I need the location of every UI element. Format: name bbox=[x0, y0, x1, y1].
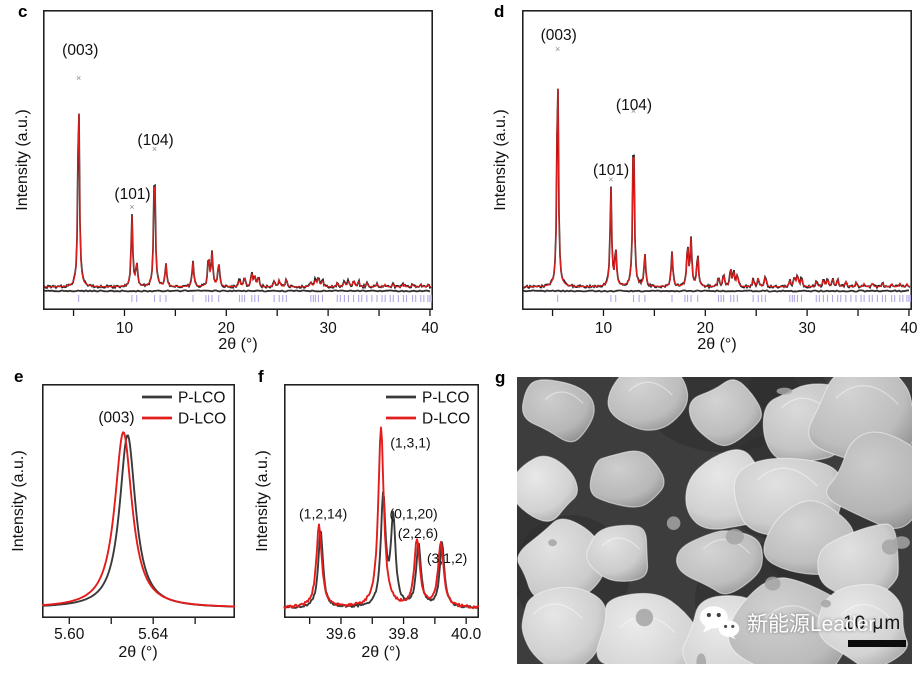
sem-particle-debris bbox=[725, 528, 744, 545]
panel-label-e: e bbox=[14, 367, 24, 386]
peak-label: (003) bbox=[62, 42, 98, 59]
sem-particle bbox=[517, 455, 578, 522]
peak-label: (101) bbox=[114, 186, 150, 203]
panel-label-c: c bbox=[18, 2, 28, 21]
scale-bar-label: 10 μm bbox=[843, 613, 902, 634]
sem-particle-debris bbox=[893, 536, 910, 549]
panel-f-y-axis-label: Intensity (a.u.) bbox=[254, 450, 271, 552]
sem-particle bbox=[675, 530, 764, 595]
sem-particle bbox=[589, 450, 665, 508]
legend-label-D-LCO: D-LCO bbox=[178, 411, 226, 428]
panel-c-x-axis-label: 2θ (°) bbox=[218, 336, 258, 353]
peak-label: (1,2,14) bbox=[299, 506, 347, 522]
difference-curve bbox=[522, 289, 910, 293]
series-curve-D-LCO bbox=[283, 426, 479, 610]
peak-label: (104) bbox=[616, 97, 652, 114]
difference-curve bbox=[43, 289, 431, 293]
observed-marker: × bbox=[631, 106, 636, 116]
x-tick-label: 5.64 bbox=[138, 626, 169, 643]
x-tick-label: 39.8 bbox=[388, 626, 418, 643]
sem-particle bbox=[585, 524, 649, 582]
watermark: 新能源Leader bbox=[699, 605, 875, 641]
observed-marker: × bbox=[129, 202, 134, 212]
peak-label: (2,2,6) bbox=[398, 525, 438, 541]
sem-particle-debris bbox=[776, 387, 793, 395]
panel-e-zoom-plot: 5.60 5.64 P-LCO D-LCO (003) bbox=[42, 384, 236, 643]
x-tick-label: 40 bbox=[421, 320, 439, 337]
x-tick-label: 40.0 bbox=[451, 626, 482, 643]
panel-c-xrd-plot: 10 20 30 40 × × × (003) (101) (104) bbox=[43, 10, 439, 337]
peak-label: (0,1,20) bbox=[389, 506, 437, 522]
peak-label: (1,3,1) bbox=[390, 435, 430, 451]
x-tick-label: 39.6 bbox=[326, 626, 356, 643]
scale-bar bbox=[848, 640, 906, 647]
observed-marker: × bbox=[152, 144, 157, 154]
sem-particle bbox=[688, 379, 762, 447]
panel-f-x-axis-label: 2θ (°) bbox=[361, 644, 401, 661]
x-tick-label: 30 bbox=[319, 320, 337, 337]
sem-particle bbox=[521, 379, 595, 443]
sem-particle-debris bbox=[548, 539, 557, 547]
panel-e-y-axis-label: Intensity (a.u.) bbox=[10, 450, 27, 552]
panel-d-y-axis-label: Intensity (a.u.) bbox=[492, 109, 509, 211]
sem-particle bbox=[826, 431, 912, 529]
observed-marker: × bbox=[555, 44, 560, 54]
x-tick-label: 20 bbox=[218, 320, 236, 337]
x-tick-label: 40 bbox=[900, 320, 918, 337]
panel-label-f: f bbox=[258, 367, 264, 386]
sem-particle-debris bbox=[820, 599, 831, 608]
observed-marker: × bbox=[608, 175, 613, 185]
plot-frame bbox=[43, 10, 433, 310]
observed-marker: × bbox=[76, 73, 81, 83]
panel-c-y-axis-label: Intensity (a.u.) bbox=[14, 109, 31, 211]
panel-g-sem-image: 10 μm 新能源Leader bbox=[517, 377, 912, 664]
sem-particle bbox=[607, 377, 689, 431]
peak-label: (101) bbox=[593, 162, 629, 179]
panel-label-d: d bbox=[494, 2, 505, 21]
legend-label-P-LCO: P-LCO bbox=[422, 390, 469, 407]
x-tick-label: 5.60 bbox=[54, 626, 85, 643]
sem-particle bbox=[521, 586, 607, 664]
x-tick-label: 10 bbox=[116, 320, 134, 337]
panel-e-x-axis-label: 2θ (°) bbox=[118, 644, 158, 661]
x-tick-label: 10 bbox=[595, 320, 613, 337]
watermark-text: 新能源Leader bbox=[747, 613, 876, 636]
legend-label-D-LCO: D-LCO bbox=[422, 411, 470, 428]
sem-particle-debris bbox=[764, 576, 781, 591]
x-tick-label: 30 bbox=[798, 320, 816, 337]
calculated-fit-curve bbox=[44, 113, 432, 288]
sem-particle bbox=[596, 592, 701, 664]
sem-particle-debris bbox=[666, 516, 681, 530]
series-curve-D-LCO bbox=[42, 431, 236, 608]
panel-label-g: g bbox=[495, 368, 506, 387]
panel-d-x-axis-label: 2θ (°) bbox=[697, 336, 737, 353]
plot-frame bbox=[42, 384, 235, 618]
plot-frame bbox=[522, 10, 912, 310]
sem-particle-debris bbox=[635, 608, 654, 627]
panel-f-zoom-plot: 39.6 39.8 40.0 P-LCO D-LCO (1,2,14) (1,3,1) (0,… bbox=[283, 384, 482, 643]
legend-label-P-LCO: P-LCO bbox=[178, 390, 225, 407]
peak-label: (003) bbox=[98, 410, 134, 427]
wechat-icon bbox=[699, 606, 740, 640]
calculated-fit-curve bbox=[523, 88, 911, 288]
x-tick-label: 20 bbox=[697, 320, 715, 337]
peak-label: (104) bbox=[137, 132, 173, 149]
panel-d-xrd-plot: 10 20 30 40×××(003)(101)(104) bbox=[522, 10, 918, 337]
peak-label: (3,1,2) bbox=[427, 550, 467, 566]
peak-label: (003) bbox=[541, 27, 577, 44]
sem-particle-debris bbox=[696, 653, 706, 664]
